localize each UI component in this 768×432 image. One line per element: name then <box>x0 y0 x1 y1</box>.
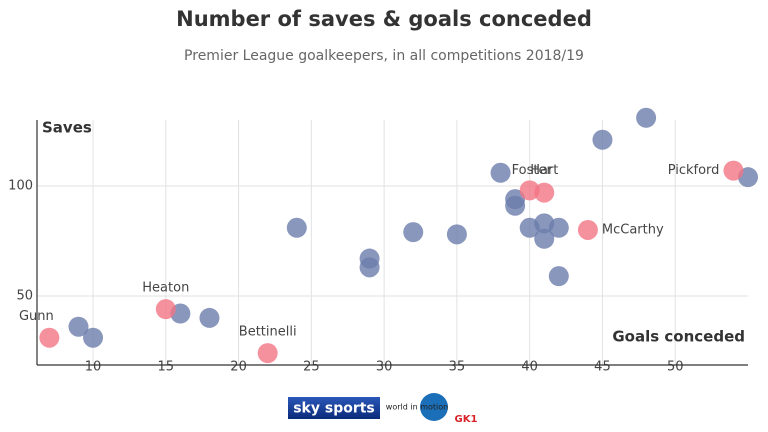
point <box>359 257 380 278</box>
wim-logo-text: world in motion <box>386 403 448 412</box>
x-tick-label: 15 <box>158 360 175 375</box>
point <box>155 299 176 320</box>
x-tick-label: 25 <box>303 360 320 375</box>
point-label: McCarthy <box>602 222 664 237</box>
x-tick-label: 35 <box>449 360 466 375</box>
x-axis-label: Goals conceded <box>612 328 745 346</box>
y-axis-label: Saves <box>42 119 92 137</box>
point <box>636 107 657 128</box>
point-label: Hart <box>530 163 558 178</box>
y-tick-label: 50 <box>16 288 33 303</box>
chart-title: Number of saves & goals conceded <box>176 7 592 31</box>
x-tick-label: 50 <box>667 360 684 375</box>
point <box>286 217 307 238</box>
sky-logo <box>288 397 380 419</box>
point <box>257 343 278 364</box>
point <box>199 307 220 328</box>
point <box>39 327 60 348</box>
gk1-logo: GK1 <box>455 414 478 425</box>
x-tick-label: 30 <box>376 360 393 375</box>
point-label: Pickford <box>668 163 720 178</box>
chart-subtitle: Premier League goalkeepers, in all compe… <box>184 48 584 64</box>
point <box>592 129 613 150</box>
sky-logo-text: sky sports <box>293 401 375 417</box>
point <box>577 219 598 240</box>
point <box>723 160 744 181</box>
x-tick-label: 20 <box>230 360 247 375</box>
point-label: Gunn <box>19 309 54 324</box>
point <box>446 224 467 245</box>
point-label: Heaton <box>142 281 189 296</box>
point <box>534 182 555 203</box>
point <box>68 316 89 337</box>
point-label: Foster <box>512 163 553 178</box>
wim-logo <box>420 393 448 421</box>
x-tick-label: 40 <box>521 360 538 375</box>
point-label: Bettinelli <box>239 325 297 340</box>
point <box>83 327 104 348</box>
points <box>39 107 758 364</box>
point <box>505 195 526 216</box>
point <box>490 162 511 183</box>
point <box>548 266 569 287</box>
point <box>548 217 569 238</box>
x-tick-label: 45 <box>594 360 611 375</box>
point <box>534 228 555 249</box>
point <box>403 222 424 243</box>
y-tick-label: 100 <box>8 178 33 193</box>
x-tick-label: 10 <box>85 360 102 375</box>
